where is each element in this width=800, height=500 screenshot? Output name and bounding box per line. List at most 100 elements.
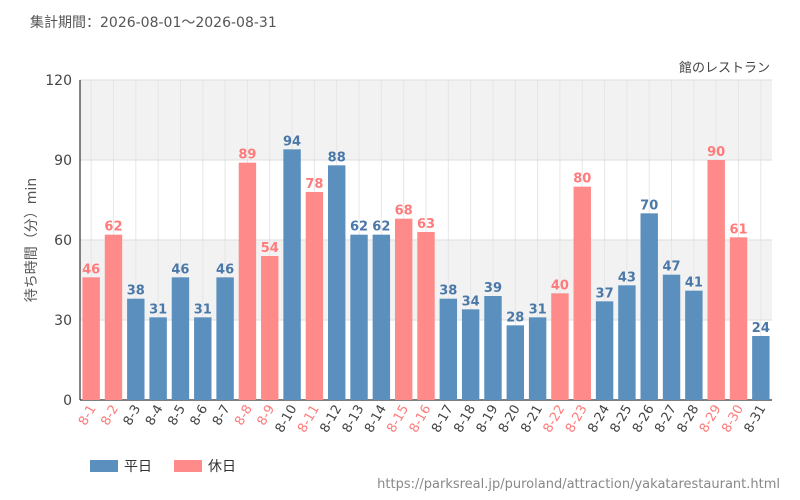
x-tick-label: 8-24 (585, 403, 613, 436)
bar-8-28 (685, 290, 703, 400)
data-label: 94 (283, 134, 301, 149)
data-label: 61 (729, 222, 747, 237)
x-tick-label: 8-28 (675, 403, 703, 436)
data-label: 89 (238, 148, 256, 163)
y-axis-label: 待ち時間（分）min (24, 178, 40, 302)
data-label: 38 (127, 284, 145, 299)
x-tick-label: 8-11 (295, 403, 323, 436)
legend-label-weekday: 平日 (124, 459, 152, 475)
data-label: 37 (596, 286, 614, 301)
bar-8-30 (729, 237, 748, 400)
x-tick-label: 8-16 (407, 403, 435, 436)
data-label: 38 (439, 284, 457, 299)
bar-8-3 (127, 298, 145, 400)
x-tick-label: 8-4 (143, 403, 167, 429)
bar-8-8 (238, 162, 257, 400)
bar-8-19 (484, 296, 502, 400)
period-label: 集計期間：2026-08-01～2026-08-31 (30, 15, 277, 31)
x-tick-label: 8-20 (496, 403, 524, 436)
data-label: 78 (305, 177, 323, 192)
x-tick-label: 8-5 (165, 403, 189, 429)
data-label: 47 (663, 260, 681, 275)
x-tick-label: 8-18 (451, 403, 479, 436)
y-tick-label: 30 (54, 313, 72, 329)
bar-8-2 (104, 234, 123, 400)
x-tick-label: 8-2 (98, 403, 122, 429)
data-label: 40 (551, 278, 569, 293)
y-tick-label: 90 (54, 153, 72, 169)
data-label: 41 (685, 276, 703, 291)
bar-8-16 (417, 232, 435, 400)
x-tick-label: 8-13 (340, 403, 368, 436)
data-label: 90 (707, 145, 725, 160)
bar-8-1 (82, 277, 100, 400)
y-tick-label: 0 (63, 393, 72, 409)
legend-swatch-holiday (174, 460, 202, 472)
bar-8-20 (506, 325, 524, 400)
data-label: 31 (194, 302, 212, 317)
bar-8-22 (551, 293, 569, 400)
x-tick-label: 8-6 (188, 403, 212, 429)
x-tick-label: 8-29 (697, 403, 725, 436)
data-label: 34 (462, 294, 480, 309)
x-tick-label: 8-17 (429, 403, 457, 436)
data-label: 63 (417, 217, 435, 232)
bar-8-5 (171, 277, 190, 400)
x-tick-label: 8-7 (210, 403, 234, 429)
bar-8-27 (662, 274, 681, 400)
x-tick-label: 8-3 (121, 403, 145, 429)
x-tick-label: 8-15 (384, 403, 412, 436)
bar-8-6 (194, 317, 212, 400)
data-label: 62 (350, 220, 368, 235)
bar-8-23 (573, 186, 591, 400)
data-label: 28 (506, 310, 524, 325)
legend-item-weekday: 平日 (90, 456, 152, 476)
bar-8-17 (439, 298, 458, 400)
bar-8-7 (216, 277, 234, 400)
x-tick-label: 8-19 (474, 403, 502, 436)
data-label: 62 (104, 220, 122, 235)
bar-8-4 (149, 317, 167, 400)
x-tick-label: 8-12 (317, 403, 345, 436)
bar-8-29 (707, 160, 725, 400)
data-label: 39 (484, 281, 502, 296)
x-tick-label: 8-27 (652, 403, 680, 436)
data-label: 46 (171, 262, 189, 277)
chart-title: 館のレストラン (679, 61, 770, 76)
y-tick-label: 60 (54, 233, 72, 249)
x-tick-label: 8-31 (742, 403, 770, 436)
bar-8-21 (528, 317, 547, 400)
x-tick-label: 8-25 (608, 403, 636, 436)
x-tick-label: 8-10 (273, 403, 301, 436)
data-label: 43 (618, 270, 636, 285)
legend-label-holiday: 休日 (208, 459, 236, 475)
bar-8-26 (640, 213, 658, 400)
bar-8-24 (595, 301, 614, 400)
bar-8-10 (283, 149, 301, 400)
data-label: 62 (372, 220, 390, 235)
bar-8-13 (350, 234, 368, 400)
data-label: 31 (529, 302, 547, 317)
x-tick-label: 8-21 (518, 403, 546, 436)
x-tick-label: 8-22 (541, 403, 569, 436)
data-label: 70 (640, 198, 658, 213)
data-label: 80 (573, 172, 591, 187)
x-tick-label: 8-8 (232, 403, 256, 429)
legend: 平日 休日 (90, 456, 236, 476)
bar-8-15 (394, 218, 413, 400)
legend-swatch-weekday (90, 460, 118, 472)
data-label: 54 (261, 241, 279, 256)
source-url: https://parksreal.jp/puroland/attraction… (377, 477, 780, 492)
x-tick-label: 8-1 (76, 403, 100, 429)
bar-8-14 (372, 234, 391, 400)
data-label: 46 (216, 262, 234, 277)
bar-8-18 (461, 309, 480, 400)
data-label: 68 (395, 204, 413, 219)
data-label: 31 (149, 302, 167, 317)
bar-8-11 (305, 192, 324, 400)
x-tick-label: 8-26 (630, 403, 658, 436)
data-label: 24 (752, 321, 770, 336)
x-tick-label: 8-23 (563, 403, 591, 436)
bar-8-9 (261, 256, 279, 400)
